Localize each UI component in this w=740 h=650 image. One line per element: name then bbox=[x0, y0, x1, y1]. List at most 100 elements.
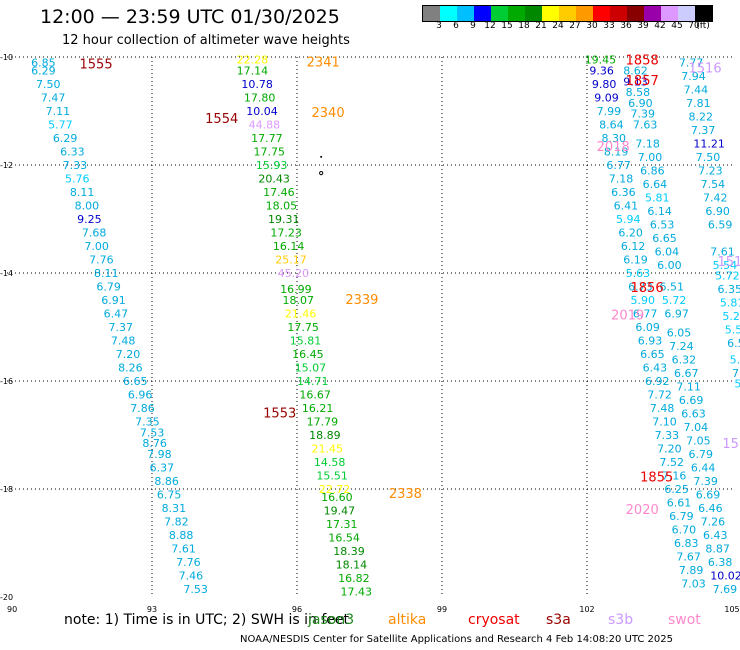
mission-legend-swot: swot bbox=[668, 612, 701, 628]
wave-height-reading: 6.93 bbox=[638, 335, 663, 348]
longitude-tick-label: 105 bbox=[724, 605, 739, 614]
pass-labels: 1555 1554 1553 2341 2340 2339 2338 1858 1857 1856… bbox=[80, 54, 740, 518]
wave-height-reading: 6.79 bbox=[689, 448, 714, 461]
wave-height-reading: 6.25 bbox=[664, 483, 689, 496]
pass-number-label: 1554 bbox=[205, 112, 238, 127]
colorbar-swatch bbox=[491, 6, 508, 21]
wave-height-reading: 6.92 bbox=[645, 375, 670, 388]
wave-height-reading: 7.68 bbox=[82, 227, 107, 240]
wave-height-reading: 16.67 bbox=[299, 389, 331, 402]
wave-height-reading: 7.24 bbox=[669, 340, 694, 353]
colorbar-swatch bbox=[678, 6, 695, 21]
wave-height-reading: 18.89 bbox=[309, 429, 341, 442]
colorbar-swatch bbox=[440, 6, 457, 21]
wave-height-reading: 17.46 bbox=[263, 186, 295, 199]
pass-number-label: 2339 bbox=[345, 293, 378, 308]
wave-height-reading: 8.11 bbox=[70, 186, 95, 199]
wave-height-reading: 7.67 bbox=[676, 551, 701, 564]
wave-height-reading: 7.20 bbox=[116, 348, 141, 361]
pass-number-label: 1856 bbox=[631, 281, 664, 296]
mission-legend-s3b: s3b bbox=[608, 612, 634, 628]
wave-height-reading: 7.18 bbox=[635, 137, 660, 150]
legend-note: note: 1) Time is in UTC; 2) SWH is in fe… bbox=[64, 612, 350, 628]
wave-height-reading: 20.43 bbox=[258, 173, 290, 186]
latitude-tick-label: -18 bbox=[0, 485, 13, 494]
wave-height-reading: 19.31 bbox=[268, 213, 300, 226]
longitude-tick-label: 96 bbox=[292, 605, 302, 614]
wave-height-reading: 7.23 bbox=[698, 164, 723, 177]
island-marker bbox=[320, 155, 323, 158]
wave-height-reading: 16.14 bbox=[273, 240, 305, 253]
wave-height-reading: 5.72 bbox=[715, 270, 740, 283]
wave-height-reading: 7.37 bbox=[109, 321, 134, 334]
wave-height-reading: 5.72 bbox=[662, 294, 687, 307]
wave-height-reading: 7.82 bbox=[164, 515, 189, 528]
wave-height-reading: 7.53 bbox=[140, 426, 165, 439]
wave-height-reading: 7.37 bbox=[691, 124, 716, 137]
wave-height-reading: 7.33 bbox=[655, 429, 680, 442]
wave-height-reading: 8.19 bbox=[604, 146, 629, 159]
wave-height-reading: 17.75 bbox=[287, 321, 319, 334]
wave-height-reading: 7.35 bbox=[135, 416, 160, 429]
latitude-tick-label: -20 bbox=[0, 593, 13, 602]
colorbar-label: 6 bbox=[453, 21, 459, 31]
wave-height-reading: 21.45 bbox=[312, 443, 344, 456]
colorbar-swatch bbox=[644, 6, 661, 21]
wave-height-reading: 6.51 bbox=[660, 281, 685, 294]
wave-height-reading: 11.21 bbox=[693, 137, 725, 150]
wave-height-reading: 6.41 bbox=[614, 200, 639, 213]
wave-height-reading: 6.75 bbox=[157, 488, 182, 501]
wave-height-reading: 16.60 bbox=[321, 491, 353, 504]
wave-height-reading: 6.46 bbox=[698, 502, 723, 515]
pass-number-label: 2340 bbox=[312, 106, 345, 121]
wave-height-reading: 6.59 bbox=[708, 218, 733, 231]
mission-legend-altika: altika bbox=[388, 612, 427, 628]
wave-height-reading: 16.21 bbox=[302, 402, 334, 415]
wave-height-reading: 8.64 bbox=[599, 119, 624, 132]
wave-height-reading: 7.72 bbox=[647, 389, 672, 402]
wave-height-reading: 7.89 bbox=[679, 564, 704, 577]
pass-number-label: 1555 bbox=[80, 57, 113, 72]
wave-height-reading: 18.14 bbox=[336, 559, 368, 572]
wave-height-reading: 18.05 bbox=[266, 200, 298, 213]
island-marker bbox=[319, 171, 324, 176]
latitude-tick-label: -16 bbox=[0, 377, 13, 386]
wave-height-reading: 6.53 bbox=[727, 337, 740, 350]
wave-height-reading: 5.76 bbox=[65, 173, 90, 186]
colorbar-swatch bbox=[695, 6, 712, 21]
wave-height-reading: 22.28 bbox=[237, 54, 268, 67]
colorbar-swatch bbox=[661, 6, 678, 21]
wave-height-reading: 6.65 bbox=[123, 375, 148, 388]
wave-height-reading: 45.20 bbox=[278, 267, 310, 280]
wave-height-reading: 6.79 bbox=[96, 281, 121, 294]
mission-legend-s3a: s3a bbox=[546, 612, 571, 628]
wave-height-reading: 17.31 bbox=[326, 518, 358, 531]
wave-height-reading: 7.86 bbox=[130, 402, 155, 415]
colorbar-swatch bbox=[576, 6, 593, 21]
wave-height-reading: 6.20 bbox=[618, 227, 643, 240]
wave-height-reading: 6.67 bbox=[674, 367, 699, 380]
wave-height-reading: 15.51 bbox=[316, 470, 348, 483]
wave-height-reading: 8.00 bbox=[75, 200, 100, 213]
wave-height-reading: 6.90 bbox=[705, 205, 730, 218]
wave-height-reading: 7.39 bbox=[631, 108, 656, 121]
colorbar-label: 9 bbox=[470, 21, 476, 31]
wave-height-reading: 17.43 bbox=[341, 586, 373, 599]
wave-height-reading: 10.78 bbox=[241, 78, 273, 91]
wave-height-reading: 7.02 bbox=[732, 367, 740, 380]
wave-height-reading: 17.77 bbox=[251, 132, 282, 145]
wave-height-reading: 7.69 bbox=[713, 583, 738, 596]
wave-height-reading: 6.86 bbox=[640, 164, 665, 177]
wave-height-reading: 6.32 bbox=[672, 353, 697, 366]
wave-height-reading: 14.58 bbox=[314, 456, 346, 469]
wave-height-reading: 5.81 bbox=[720, 297, 740, 310]
wave-height-reading: 6.91 bbox=[101, 294, 126, 307]
wave-height-reading: 6.37 bbox=[150, 461, 175, 474]
wave-height-reading: 6.00 bbox=[657, 259, 682, 272]
wave-height-reading: 7.00 bbox=[638, 151, 663, 164]
wave-height-reading: 5.94 bbox=[616, 213, 641, 226]
wave-height-reading: 6.64 bbox=[643, 178, 668, 191]
colorbar-label: 42 bbox=[654, 21, 666, 31]
wave-height-reading: 9.80 bbox=[592, 78, 617, 91]
longitude-tick-label: 102 bbox=[579, 605, 594, 614]
